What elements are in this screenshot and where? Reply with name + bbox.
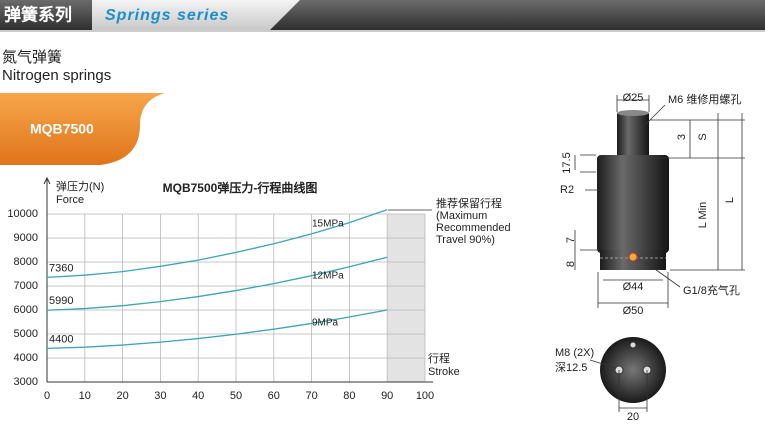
value-label: 7360 xyxy=(49,262,73,274)
annotation: Travel 90%) xyxy=(436,234,495,246)
x-tick-label: 80 xyxy=(343,390,355,402)
header-title-en: Springs series xyxy=(105,7,229,24)
value-label: 4400 xyxy=(49,333,73,345)
rod xyxy=(617,113,649,158)
y-tick-label: 8000 xyxy=(14,256,38,268)
dimension-label: Ø44 xyxy=(623,281,644,293)
y-tick-label: 10000 xyxy=(7,208,38,220)
dimension-label: M6 维修用螺孔 xyxy=(668,92,741,106)
x-tick-label: 100 xyxy=(416,390,434,402)
x-axis-label: 行程 xyxy=(428,352,450,365)
dimension-label: G1/8充气孔 xyxy=(683,283,740,297)
annotation: 推荐保留行程 xyxy=(436,196,502,210)
dimension-label: S xyxy=(697,133,709,140)
y-tick-label: 7000 xyxy=(14,280,38,292)
series-line xyxy=(46,309,388,350)
y-tick-label: 9000 xyxy=(14,232,38,244)
dimension-label: 深12.5 xyxy=(555,361,587,374)
x-tick-label: 70 xyxy=(305,390,317,402)
dimension-label: L xyxy=(724,197,736,203)
axis-arrow xyxy=(43,176,51,185)
x-tick-label: 20 xyxy=(116,390,128,402)
dimension-lines xyxy=(589,359,648,412)
body xyxy=(597,155,669,253)
dimension-label: Ø25 xyxy=(623,92,644,104)
x-axis-label: Stroke xyxy=(428,366,460,378)
rod-top xyxy=(617,110,649,116)
dimension-label: R2 xyxy=(560,184,574,196)
dimension-label: 3 xyxy=(676,134,688,140)
y-axis-label: Force xyxy=(56,194,84,206)
dimension-lines xyxy=(574,95,745,308)
port xyxy=(628,252,638,262)
dimension-label: 17.5 xyxy=(561,152,573,173)
x-tick-label: 40 xyxy=(192,390,204,402)
hole xyxy=(629,341,637,349)
dimension-label: M8 (2X) xyxy=(555,347,594,359)
dimension-label: L Min xyxy=(697,202,709,229)
annotation: Recommended xyxy=(436,222,511,234)
y-tick-label: 3000 xyxy=(14,376,38,388)
x-tick-label: 10 xyxy=(79,390,91,402)
y-tick-label: 4000 xyxy=(14,352,38,364)
x-tick-label: 90 xyxy=(381,390,393,402)
y-axis-label: 弹压力(N) xyxy=(56,179,104,193)
series-name: 12MPa xyxy=(312,271,344,282)
chart-title: MQB7500弹压力-行程曲线图 xyxy=(163,180,318,195)
annotation: (Maximum xyxy=(436,210,487,222)
y-tick-label: 6000 xyxy=(14,304,38,316)
dimension-label: 8 xyxy=(565,261,577,267)
x-tick-label: 50 xyxy=(230,390,242,402)
dimension-label: 7 xyxy=(565,237,577,243)
model-tab xyxy=(0,93,165,165)
series-line xyxy=(46,256,388,311)
dimension-label: Ø50 xyxy=(623,305,644,317)
header-title-cn: 弹簧系列 xyxy=(4,4,72,24)
section-title-en: Nitrogen springs xyxy=(2,67,111,84)
shaded-range xyxy=(387,214,425,382)
series-name: 15MPa xyxy=(312,219,344,230)
model-name: MQB7500 xyxy=(30,121,94,137)
value-label: 5990 xyxy=(49,295,73,307)
series-name: 9MPa xyxy=(312,318,339,329)
dimension-label: 20 xyxy=(627,411,639,423)
y-tick-label: 5000 xyxy=(14,328,38,340)
x-tick-label: 60 xyxy=(268,390,280,402)
drawing xyxy=(574,95,745,412)
section-title-cn: 氮气弹簧 xyxy=(2,49,62,66)
x-tick-label: 30 xyxy=(154,390,166,402)
x-tick-label: 0 xyxy=(44,390,50,402)
bottom-view xyxy=(600,337,666,403)
header-highlight xyxy=(92,0,300,30)
series-line xyxy=(46,209,388,279)
